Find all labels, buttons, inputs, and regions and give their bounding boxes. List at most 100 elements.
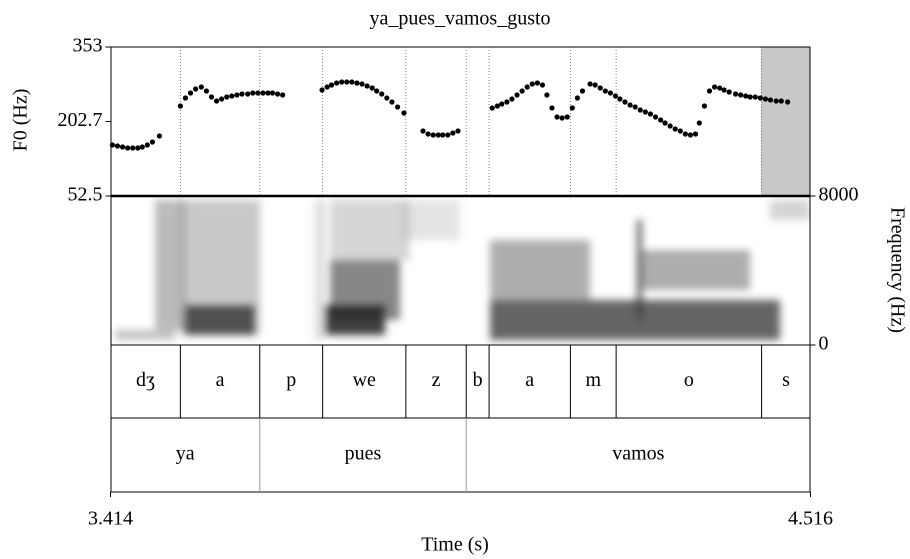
f0-point: [245, 91, 251, 97]
f0-point: [114, 143, 121, 149]
x-axis-label: Time (s): [421, 534, 489, 556]
f0-point: [642, 109, 648, 115]
frame: [110, 46, 811, 493]
y-tick-label: 52.5: [68, 184, 103, 206]
f0-point: [514, 92, 520, 98]
f0-point: [260, 90, 266, 96]
f0-point: [274, 91, 281, 97]
f0-point: [637, 107, 643, 113]
f0-point: [425, 131, 431, 137]
f0-point: [677, 128, 683, 134]
tier-label: b: [473, 369, 483, 391]
f0-point: [280, 92, 286, 98]
f0-point: [696, 120, 702, 126]
f0-point: [657, 117, 664, 123]
f0-point: [224, 94, 230, 100]
f0-point: [752, 94, 758, 100]
f0-point: [208, 94, 215, 100]
tier-label: a: [525, 369, 534, 391]
f0-point: [762, 96, 769, 102]
f0-point: [395, 104, 401, 110]
y-tick-label: 353: [73, 35, 103, 57]
f0-point: [213, 98, 220, 104]
f0-point: [632, 104, 638, 110]
f0-point: [374, 88, 380, 94]
f0-point: [384, 95, 390, 101]
f0-point: [529, 81, 535, 87]
f0-point: [339, 79, 345, 85]
f0-point: [692, 131, 699, 137]
f0-point: [662, 120, 668, 126]
f0-point: [732, 91, 739, 97]
y2-tick-label: 0: [819, 333, 829, 355]
f0-point: [203, 88, 210, 94]
f0-point: [401, 110, 407, 116]
f0-point: [182, 95, 189, 101]
f0-point: [450, 130, 456, 136]
f0-point: [250, 90, 256, 96]
f0-point: [119, 144, 126, 150]
f0-point: [255, 90, 261, 96]
tier-label: dʒ: [136, 369, 155, 391]
f0-point: [489, 105, 495, 111]
f0-point: [265, 90, 271, 96]
f0-point: [364, 83, 370, 89]
f0-point: [109, 142, 116, 148]
f0-point: [379, 91, 385, 97]
f0-point: [721, 87, 727, 93]
tier-label: o: [684, 369, 694, 391]
f0-point: [554, 114, 560, 120]
f0-point: [144, 142, 150, 148]
f0-point: [672, 126, 678, 132]
f0-point: [627, 102, 633, 108]
f0-point: [574, 95, 580, 101]
f0-point: [349, 79, 355, 85]
f0-point: [177, 103, 183, 109]
tier-label: m: [585, 369, 601, 391]
f0-point: [711, 84, 718, 90]
f0-point: [430, 132, 436, 138]
f0-point: [564, 114, 570, 120]
f0-point: [687, 132, 694, 138]
f0-point: [617, 96, 623, 102]
tier-label: p: [286, 369, 296, 391]
f0-point: [743, 93, 749, 99]
f0-point: [602, 88, 608, 94]
x-tick-label: 4.516: [788, 508, 833, 530]
tier-label: ya: [176, 443, 195, 465]
f0-point: [234, 92, 240, 98]
f0-point: [156, 133, 163, 139]
f0-point: [534, 80, 540, 86]
tier-label: a: [216, 369, 225, 391]
f0-point: [369, 85, 375, 91]
f0-point: [778, 98, 784, 104]
f0-point: [747, 94, 753, 100]
f0-point: [612, 93, 619, 99]
f0-point: [559, 115, 565, 121]
f0-point: [524, 84, 530, 90]
f0-point: [389, 99, 395, 105]
f0-point: [757, 95, 763, 101]
f0-point: [767, 97, 774, 103]
f0-point: [324, 84, 330, 90]
f0-point: [549, 105, 555, 111]
y2-tick-label: 8000: [819, 184, 859, 206]
f0-point: [440, 132, 446, 138]
f0-point: [701, 103, 708, 109]
f0-point: [652, 114, 659, 120]
f0-point: [647, 111, 654, 117]
f0-point: [198, 84, 204, 90]
f0-point: [269, 90, 276, 96]
f0-point: [544, 92, 550, 98]
f0-point: [494, 103, 500, 109]
f0-point: [328, 82, 335, 88]
f0-point: [455, 128, 461, 134]
f0-point: [569, 105, 575, 111]
f0-point: [706, 88, 713, 94]
f0-point: [420, 128, 426, 134]
f0-point: [354, 80, 360, 86]
f0-point: [219, 96, 225, 102]
f0-point: [607, 90, 614, 96]
f0-point: [509, 96, 515, 102]
